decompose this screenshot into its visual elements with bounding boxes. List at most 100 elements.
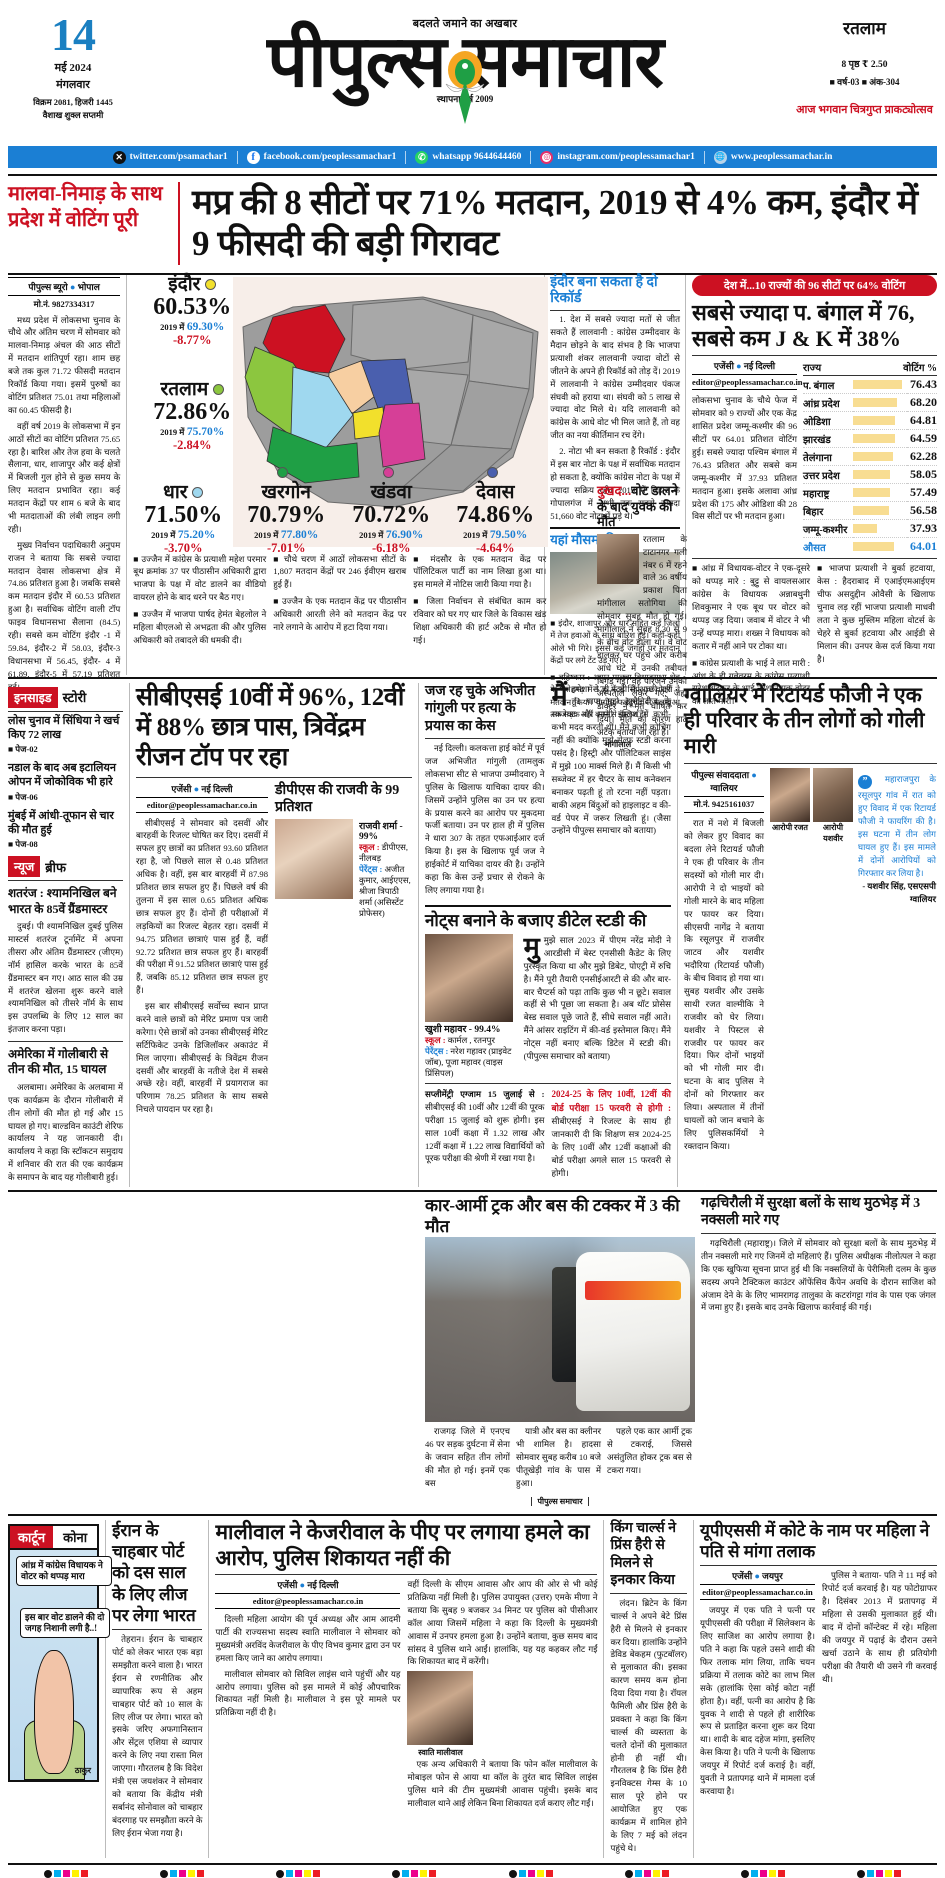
social-link-website[interactable]: 🌐 www.peoplessamachar.in bbox=[705, 150, 842, 164]
accused1-caption: आरोपी रजत bbox=[772, 823, 808, 833]
news-brief-item: शतरंज : श्यामनिखिल बने भारत के 85वें ग्र… bbox=[8, 886, 123, 1035]
lower-section-two: कार-आर्मी ट्रक और बस की टक्कर में 3 की म… bbox=[8, 1195, 937, 1510]
king-charles-headline: किंग चार्ल्स ने प्रिंस हैरी से मिलने से … bbox=[610, 1520, 676, 1589]
voting-bar bbox=[852, 393, 907, 413]
social-link-facebook[interactable]: f facebook.com/peoplessamachar1 bbox=[238, 150, 407, 164]
state-name: झारखंड bbox=[803, 429, 853, 449]
voting-bar bbox=[852, 483, 907, 503]
divider-lead-bottom bbox=[8, 272, 937, 275]
seat-name: धार bbox=[133, 483, 233, 502]
color-registration-bar bbox=[8, 1862, 937, 1878]
cbse-story: सीबीएसई 10वीं में 96%, 12वीं में 88% छात… bbox=[136, 682, 419, 1187]
topper2-photo bbox=[425, 934, 513, 1023]
voting-bar bbox=[852, 429, 907, 449]
cartoon-column: कार्टून कोना आंध्र में कांग्रेस विधायक न… bbox=[8, 1519, 112, 1858]
maliwal-photo-caption: स्वाति मालीवाल bbox=[418, 1748, 463, 1758]
bullet-dot-icon: ● bbox=[69, 281, 76, 292]
seat-stat-ratlam: रतलाम 72.86% 2019 में 75.70% -2.84% bbox=[133, 380, 251, 454]
inside-story-tag: इनसाइड स्टोरी bbox=[8, 686, 123, 708]
infographic-bullet: ■ मंदसौर के एक मतदान केंद्र पर पॉलिटिकल … bbox=[413, 553, 547, 590]
infographic-bullets: ■ उज्जैन में कांग्रेस के प्रत्याशी महेश … bbox=[133, 553, 548, 651]
table-row: तेलंगाना 62.28 bbox=[803, 447, 937, 467]
region-khargone bbox=[266, 426, 360, 484]
accused1-photo bbox=[770, 768, 810, 823]
voting-bar bbox=[852, 501, 907, 521]
national-bullet: ■ कांग्रेस प्रत्याशी के भाई ने लात मारी … bbox=[692, 657, 810, 707]
state-name: महाराष्ट्र bbox=[803, 483, 853, 503]
registration-mark bbox=[624, 1869, 669, 1878]
state-name: उत्तर प्रदेश bbox=[803, 465, 853, 485]
seat-stat-dewas: देवास 74.86% 2019 में 79.50% -4.64% bbox=[443, 466, 547, 557]
seat-stat-khandwa: खंडवा 70.72% 2019 में 76.90% -6.18% bbox=[339, 466, 443, 557]
topper1-parents: पेरेंट्स : अजीत कुमार, आईएएस, श्रीजा त्र… bbox=[359, 863, 411, 918]
lead-kicker: मालवा-निमाड़ के साथ प्रदेश में वोटिंग पू… bbox=[8, 182, 180, 265]
table-row: महाराष्ट्र 57.49 bbox=[803, 483, 937, 503]
seat-pct-2019: 2019 में 69.30% bbox=[160, 321, 225, 334]
topper2-school: स्कूल : कार्मल , रतनपुर bbox=[425, 1035, 495, 1046]
chabahar-body: तेहरान। ईरान के चाबहार पोर्ट को लेकर भार… bbox=[112, 1634, 203, 1838]
map-pin-icon bbox=[205, 278, 217, 290]
national-bullet: ■ भाजपा प्रत्याशी ने बुर्का हटवाया, केस … bbox=[817, 563, 935, 664]
edition-city: रतलाम bbox=[843, 19, 886, 38]
seat-change: -7.01% bbox=[266, 541, 306, 556]
state-name: ओडिशा bbox=[803, 411, 853, 431]
divider-top bbox=[8, 174, 937, 176]
topper2-quote-block: मु मुझे साल 2023 में पीएम नरेंद्र मोदी न… bbox=[524, 934, 671, 1079]
inside-story-column: इनसाइड स्टोरी लोस चुनाव में सिंधिया ने ख… bbox=[8, 682, 130, 1187]
ganguly-headline: जज रह चुके अभिजीत गांगुली पर हत्या के प्… bbox=[425, 683, 536, 734]
weather-bullet-2: ■ बहिष्कार : आगर मालवा विधानसभा क्षेत्र … bbox=[550, 672, 680, 720]
inside-story-item[interactable]: नडाल के बाद अब इटालियन ओपन में जोकोविक भ… bbox=[8, 762, 116, 802]
bullet-dot-icon: ● bbox=[754, 1571, 760, 1582]
social-label-whatsapp: whatsapp 9644644460 bbox=[432, 152, 522, 162]
seat-name: खंडवा bbox=[339, 466, 443, 502]
social-label-facebook: facebook.com/peoplessamachar1 bbox=[263, 152, 397, 162]
seat-change: -4.64% bbox=[475, 541, 515, 556]
social-link-whatsapp[interactable]: ✆ whatsapp 9644644460 bbox=[406, 150, 532, 164]
gwalior-story: ग्वालियर में रिटायर्ड फौजी ने एक ही परिव… bbox=[684, 683, 937, 1187]
instagram-icon: ◎ bbox=[540, 150, 554, 164]
topper2-parents: पेरेंट्स : नरेश गहावर (प्राइवेट जॉब), पू… bbox=[425, 1046, 512, 1079]
cartoon-figure-face bbox=[34, 1649, 75, 1774]
cartoon-box: कार्टून कोना आंध्र में कांग्रेस विधायक न… bbox=[8, 1523, 112, 1782]
social-link-twitter[interactable]: ✕ twitter.com/psamachar1 bbox=[104, 150, 238, 164]
inside-story-item[interactable]: मुंबई में आंधी-तूफान से चार की मौत हुई ■… bbox=[8, 809, 114, 850]
topper2-quote: मुझे साल 2023 में पीएम नरेंद्र मोदी ने आ… bbox=[523, 935, 671, 1062]
social-label-twitter: twitter.com/psamachar1 bbox=[129, 152, 228, 162]
maliwal-photo bbox=[407, 1671, 474, 1746]
registration-mark bbox=[276, 1869, 321, 1878]
map-pin-icon bbox=[383, 466, 395, 478]
state-name: बिहार bbox=[803, 501, 853, 521]
voting-pct: 76.43 bbox=[906, 375, 937, 395]
voting-bar bbox=[852, 465, 907, 485]
voting-pct: 64.01 bbox=[910, 539, 937, 554]
accused2-photo bbox=[813, 768, 853, 823]
state-voting-table: राज्य वोटिंग % प. बंगाल 76.43 आंध्र प्रदेश… bbox=[803, 359, 937, 555]
table-row: आंध्र प्रदेश 68.20 bbox=[803, 393, 937, 413]
social-link-instagram[interactable]: ◎ instagram.com/peoplessamachar1 bbox=[531, 150, 705, 164]
seat-pct-2019: 2019 में 76.90% bbox=[359, 529, 424, 542]
voting-pct: 37.93 bbox=[906, 519, 937, 539]
naxal-story: गढ़चिरौली में सुरक्षा बलों के साथ मुठभेड… bbox=[701, 1195, 936, 1510]
seat-change: -2.84% bbox=[172, 438, 212, 453]
seat-pct-2019: 2019 में 77.80% bbox=[254, 529, 319, 542]
upsc-agency: एजेंसी ● जयपुर bbox=[732, 1571, 783, 1582]
dropcap: मैं bbox=[551, 680, 568, 711]
voting-pct: 56.58 bbox=[906, 501, 937, 521]
ganguly-story: जज रह चुके अभिजीत गांगुली पर हत्या के प्… bbox=[425, 683, 545, 900]
voting-pct: 58.05 bbox=[906, 465, 937, 485]
globe-icon: 🌐 bbox=[713, 150, 727, 164]
maliwal-para-3-top: वहीं दिल्ली के सीएम आवास और आप की ओर से … bbox=[407, 1579, 598, 1667]
upsc-para-1: जयपुर में एक पति ने पत्नी पर यूपीएससी की… bbox=[700, 1605, 815, 1796]
cartoon-signature: ठाकुर bbox=[74, 1765, 92, 1775]
infographic-bullet: ■ चौथे चरण में आठों लोकसभा सीटों के 1,80… bbox=[273, 553, 407, 590]
voting-bar bbox=[852, 375, 907, 395]
chabahar-headline: ईरान के चाहबार पोर्ट को दस साल के लिए ली… bbox=[112, 1520, 196, 1625]
accident-col-2: यात्री और बस का क्लीनर भी शामिल है। हादस… bbox=[516, 1426, 601, 1489]
map-pin-icon bbox=[277, 466, 289, 478]
infographic-byline: पीपुल्स ब्यूरो ● भोपाल bbox=[28, 281, 100, 292]
inside-story-item[interactable]: लोस चुनाव में सिंधिया ने खर्च किए 72 लाख… bbox=[8, 714, 120, 755]
national-banner: देश में...10 राज्यों की 96 सीटों पर 64% … bbox=[692, 274, 937, 296]
masthead: 14 मई 2024 मंगलवार विक्रम 2081, हिजरी 14… bbox=[8, 6, 937, 142]
national-voting-column: देश में...10 राज्यों की 96 सीटों पर 64% … bbox=[692, 274, 937, 706]
table-row: प. बंगाल 76.43 bbox=[803, 375, 937, 395]
